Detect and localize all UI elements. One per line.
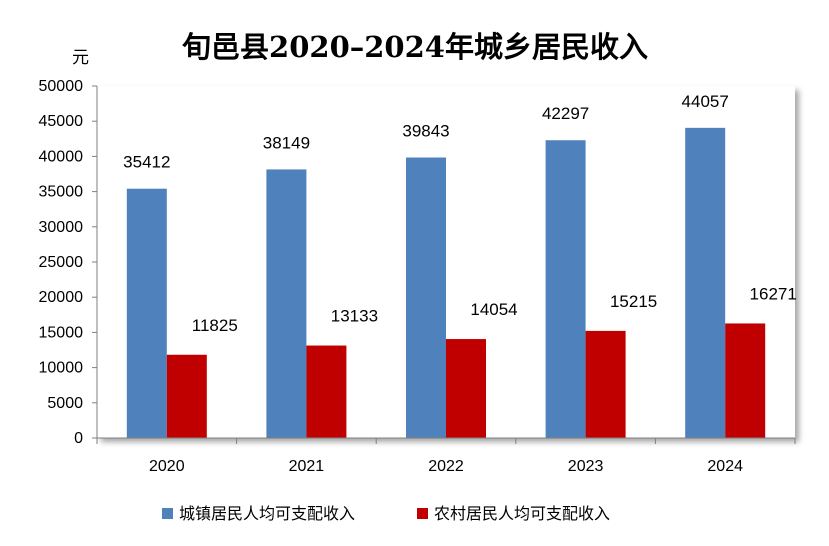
bars-layer [126, 127, 766, 439]
data-label-s0-2022: 39843 [402, 122, 449, 141]
data-label-s1-2022: 14054 [470, 300, 517, 319]
bar-s0-2024 [685, 127, 726, 439]
y-tick-label-15000: 15000 [39, 324, 84, 341]
legend-swatch-s1 [417, 508, 428, 519]
bar-s1-2022 [446, 339, 486, 438]
data-label-s1-2020: 11825 [192, 316, 238, 335]
bar-s1-2024 [725, 323, 766, 438]
x-tick-label-2024: 2024 [707, 458, 743, 475]
bar-s0-2020 [126, 188, 167, 438]
legend-label-s0: 城镇居民人均可支配收入 [179, 504, 355, 523]
data-label-s0-2023: 42297 [542, 104, 589, 123]
y-tick-label-45000: 45000 [39, 113, 84, 130]
legend-label-s1: 农村居民人均可支配收入 [434, 504, 610, 523]
data-label-s0-2020: 35412 [123, 153, 170, 172]
y-tick-label-10000: 10000 [39, 360, 84, 377]
data-label-s1-2023: 15215 [610, 292, 657, 311]
data-label-s0-2021: 38149 [263, 133, 310, 152]
y-tick-label-30000: 30000 [39, 219, 84, 236]
chart-title: 旬邑县2020–2024年城乡居民收入 [182, 30, 648, 64]
axes-layer: 0 5000 10000 15000 20000 25000 30000 35000 40000… [39, 78, 796, 475]
y-tick-label-40000: 40000 [39, 148, 84, 165]
bar-s1-2021 [306, 345, 347, 438]
data-label-s1-2021: 13133 [331, 307, 378, 326]
legend-swatch-s0 [162, 508, 173, 519]
x-tick-label-2023: 2023 [568, 458, 604, 475]
data-label-s1-2024: 16271 [750, 284, 797, 303]
y-unit-label: 元 [72, 48, 89, 68]
bar-s0-2021 [266, 169, 307, 439]
y-tick-label-25000: 25000 [39, 254, 84, 271]
bar-s1-2020 [166, 354, 207, 438]
x-tick-label-2021: 2021 [289, 458, 325, 475]
x-tick-label-2022: 2022 [428, 458, 464, 475]
y-tick-label-20000: 20000 [39, 289, 84, 306]
y-tick-label-0: 0 [74, 430, 83, 447]
y-tick-label-50000: 50000 [39, 78, 84, 95]
x-tick-label-2020: 2020 [149, 458, 185, 475]
y-tick-label-5000: 5000 [47, 395, 83, 412]
data-label-s0-2024: 44057 [682, 92, 729, 111]
bar-s1-2023 [585, 330, 626, 438]
y-tick-label-35000: 35000 [39, 184, 84, 201]
data-labels-layer: 35412 11825 38149 13133 39843 14054 42297 15215… [123, 92, 797, 335]
bar-s0-2023 [545, 140, 586, 438]
bar-s0-2022 [406, 157, 446, 438]
legend: 城镇居民人均可支配收入 农村居民人均可支配收入 [162, 504, 610, 523]
